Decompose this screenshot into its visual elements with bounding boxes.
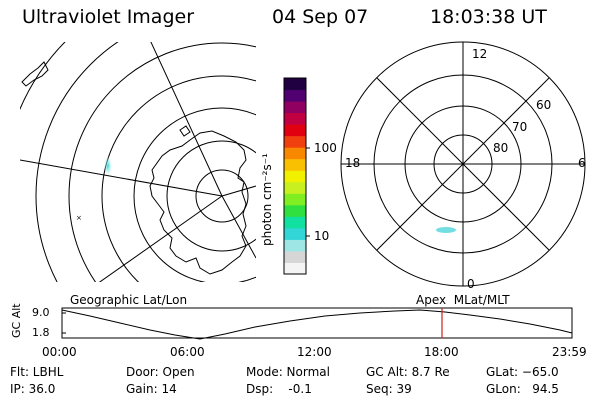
mlat-label-70: 70 <box>512 120 528 134</box>
status-ip: IP: 36.0 <box>10 382 56 396</box>
colorbar-segment <box>284 135 306 148</box>
mlt-line-diag2 <box>376 77 550 251</box>
longitude-lines <box>20 42 256 282</box>
colorbar-segment <box>284 124 306 137</box>
timeline-xtick-0600: 06:00 <box>170 345 205 359</box>
status-door: Door: Open <box>126 365 195 379</box>
colorbar-segment <box>284 239 306 252</box>
time-label: 18:03:38 UT <box>430 6 547 28</box>
status-glon: GLon: 94.5 <box>486 382 559 396</box>
geographic-map: × <box>20 42 256 282</box>
status-mode: Mode: Normal <box>246 365 330 379</box>
instrument-title: Ultraviolet Imager <box>22 6 195 28</box>
altitude-curve <box>61 309 573 340</box>
timeline-frame <box>61 307 573 339</box>
mlt-label-18: 18 <box>345 156 361 170</box>
colorbar-segment <box>284 181 306 194</box>
timeline-axis-label: GC Alt <box>10 303 23 338</box>
land-fragment <box>21 61 49 87</box>
timeline-xtick-1800: 18:00 <box>424 345 459 359</box>
colorbar-segment <box>284 101 306 114</box>
colorbar-segment <box>284 250 306 263</box>
mlat-mlt-map <box>340 41 586 287</box>
timeline-xtick-2359: 23:59 <box>552 345 587 359</box>
colorbar-segment <box>284 147 306 160</box>
status-seq: Seq: 39 <box>366 382 412 396</box>
aurora-spot-geo <box>104 156 112 176</box>
status-glat: GLat: −65.0 <box>486 365 559 379</box>
colorbar-frame <box>283 77 307 275</box>
mlt-label-6: 6 <box>578 156 586 170</box>
colorbar-segment <box>284 112 306 125</box>
colorbar-segment <box>284 193 306 206</box>
status-gain: Gain: 14 <box>126 382 177 396</box>
altitude-timeline <box>61 307 573 340</box>
colorbar-segment <box>284 262 306 275</box>
colorbar-segment <box>284 170 306 183</box>
svg-text:×: × <box>76 214 82 222</box>
date-label: 04 Sep 07 <box>272 6 369 28</box>
colorbar-segment <box>284 89 306 102</box>
colorbar-tick-10: 10 <box>314 229 330 243</box>
colorbar-unit-label: photon cm⁻²s⁻¹ <box>260 153 274 246</box>
apex-title: Apex MLat/MLT <box>416 293 510 307</box>
colorbar-segment <box>284 216 306 229</box>
timeline-ytick-high: 9.0 <box>32 306 50 319</box>
timeline-xtick-1200: 12:00 <box>297 345 332 359</box>
mlt-label-0: 0 <box>467 277 475 291</box>
colorbar-segment <box>284 227 306 240</box>
status-filter: Flt: LBHL <box>10 365 64 379</box>
timeline-xtick-0000: 00:00 <box>42 345 77 359</box>
mlat-label-60: 60 <box>536 98 552 112</box>
status-dsp: Dsp: -0.1 <box>246 382 312 396</box>
geographic-title: Geographic Lat/Lon <box>70 293 188 307</box>
status-gc-alt: GC Alt: 8.7 Re <box>366 365 450 379</box>
colorbar-segment <box>284 78 306 91</box>
aurora-spot-mag <box>436 227 456 233</box>
colorbar-segment <box>284 158 306 171</box>
colorbar <box>284 78 306 275</box>
mlt-label-12: 12 <box>472 47 488 61</box>
mlat-label-80: 80 <box>493 141 509 155</box>
colorbar-segment <box>284 204 306 217</box>
continent-outline <box>149 130 247 275</box>
timeline-ytick-low: 1.8 <box>32 326 50 339</box>
latitude-circles <box>20 42 256 282</box>
colorbar-tick-100: 100 <box>314 141 337 155</box>
